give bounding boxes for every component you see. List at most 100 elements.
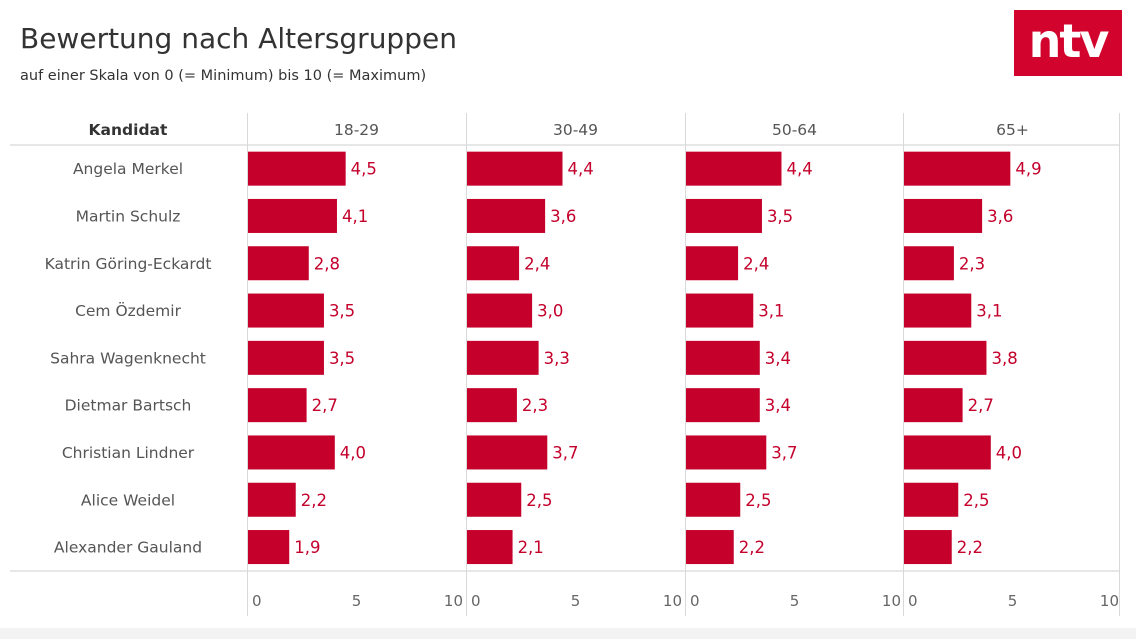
row-header-label: Kandidat [89,121,168,139]
bar [686,435,767,470]
bar [248,246,309,281]
bar [467,246,520,281]
x-tick-label: 10 [663,592,682,610]
logo-text: ntv [1028,14,1110,68]
bar [467,530,513,565]
category-labels: Angela Merkel Martin Schulz Katrin Göring-… [45,160,212,556]
bar [686,151,782,186]
ntv-logo: ntv [1014,10,1122,76]
data-label: 3,6 [550,207,576,226]
category-label: Cem Özdemir [75,301,182,320]
data-label: 4,1 [342,207,368,226]
bar [248,482,296,517]
data-label: 2,5 [963,491,989,510]
bar [248,435,335,470]
data-label: 3,5 [329,302,355,321]
bar [904,530,952,565]
data-label: 2,2 [301,491,327,510]
bar [686,246,739,281]
category-label: Katrin Göring-Eckardt [45,255,212,273]
bar [904,151,1011,186]
data-label: 2,5 [526,491,552,510]
column-header: 65+ [996,121,1029,139]
bar [248,530,290,565]
chart-subtitle: auf einer Skala von 0 (= Minimum) bis 10… [20,68,427,84]
x-tick-label: 0 [252,592,262,610]
data-label: 1,9 [294,538,320,557]
bar [904,198,983,233]
data-label: 2,4 [524,254,550,273]
data-label: 2,2 [739,538,765,557]
column-header-row: Kandidat 18-29 30-49 50-64 65+ [89,121,1029,139]
x-tick-label: 5 [790,592,800,610]
bar [686,482,741,517]
data-label: 4,0 [996,443,1022,462]
data-label: 2,7 [312,396,338,415]
footer-band [0,628,1136,639]
data-label: 2,5 [745,491,771,510]
category-label: Christian Lindner [62,444,195,462]
bar [686,388,760,423]
bar [904,246,954,281]
bar [467,388,517,423]
bar [904,293,972,328]
data-label: 3,7 [552,443,578,462]
panel-65+: 4,9 3,6 2,3 3,1 3,8 2,7 4,0 2,5 2,2 [904,151,1042,565]
bar [248,293,324,328]
column-header: 50-64 [772,121,817,139]
x-tick-label: 0 [908,592,918,610]
data-label: 3,7 [771,443,797,462]
bar [467,293,533,328]
bar [686,530,734,565]
data-label: 2,2 [957,538,983,557]
data-label: 3,5 [329,349,355,368]
x-tick-label: 0 [690,592,700,610]
x-axis: 0 5 10 0 5 10 0 5 10 0 5 10 [252,592,1119,610]
data-label: 4,4 [786,160,812,179]
column-header: 30-49 [553,121,598,139]
category-label: Alexander Gauland [54,539,202,557]
category-label: Alice Weidel [81,491,175,509]
x-tick-label: 10 [1100,592,1119,610]
data-label: 2,4 [743,254,769,273]
data-label: 4,4 [567,160,593,179]
data-label: 3,1 [758,302,784,321]
bar [686,340,760,375]
data-label: 3,5 [767,207,793,226]
chart-structure [10,113,1120,616]
data-label: 3,4 [765,349,791,368]
panels: 4,5 4,1 2,8 3,5 3,5 2,7 4,0 2,2 1,9 4,4 3,6 2,4 3,0 3… [248,151,1042,565]
panel-50-64: 4,4 3,5 2,4 3,1 3,4 3,4 3,7 2,5 2,2 [686,151,813,565]
bar [248,151,346,186]
category-label: Dietmar Bartsch [65,397,192,415]
bar [467,151,563,186]
data-label: 4,9 [1015,160,1041,179]
column-header: 18-29 [334,121,379,139]
category-label: Sahra Wagenknecht [50,349,206,367]
bar [467,482,522,517]
bar [904,435,991,470]
data-label: 2,8 [314,254,340,273]
bar [467,198,546,233]
data-label: 3,4 [765,396,791,415]
bar [248,340,324,375]
data-label: 3,8 [991,349,1017,368]
x-tick-label: 5 [1008,592,1018,610]
bar [467,340,539,375]
category-label: Angela Merkel [73,160,183,178]
x-tick-label: 10 [882,592,901,610]
bar [467,435,548,470]
bar [248,198,337,233]
bar [686,198,762,233]
data-label: 3,3 [544,349,570,368]
bar [904,340,987,375]
panel-18-29: 4,5 4,1 2,8 3,5 3,5 2,7 4,0 2,2 1,9 [248,151,377,565]
chart-title: Bewertung nach Altersgruppen [20,22,457,55]
bar [904,482,959,517]
bar [904,388,963,423]
bar [248,388,307,423]
data-label: 2,3 [522,396,548,415]
data-label: 2,7 [968,396,994,415]
data-label: 4,5 [351,160,377,179]
